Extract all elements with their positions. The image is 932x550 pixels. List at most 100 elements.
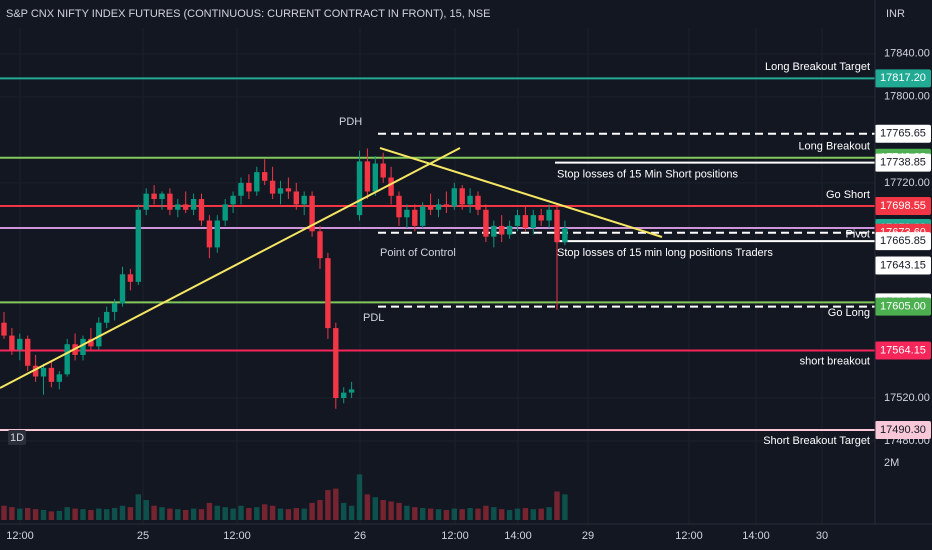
- price-box-label: 17490.30: [880, 424, 926, 436]
- candle-body: [317, 231, 323, 259]
- y-tick-label: 17720.00: [884, 177, 930, 189]
- candle-body: [80, 338, 86, 355]
- level-name: Long Breakout Target: [765, 61, 870, 73]
- candle-body: [135, 209, 141, 282]
- volume-tick-label: 2M: [884, 457, 899, 469]
- candle-body: [491, 225, 497, 237]
- volume-bar: [562, 494, 568, 520]
- candle-body: [183, 204, 189, 210]
- candle-body: [175, 204, 181, 210]
- price-box-label: 17665.85: [880, 235, 926, 247]
- candle-body: [25, 338, 31, 366]
- volume-bar: [364, 494, 371, 520]
- price-box: [875, 256, 931, 275]
- candle-body: [506, 225, 513, 235]
- price-box: [875, 124, 931, 143]
- volume-bar: [388, 501, 394, 520]
- level-name: Long Breakout: [798, 141, 870, 153]
- candle-body: [198, 199, 205, 221]
- volume-bar: [104, 509, 110, 520]
- volume-bar: [341, 502, 347, 520]
- candle-body: [538, 215, 544, 221]
- volume-bar: [317, 500, 323, 520]
- grid: [0, 28, 875, 524]
- interval-badge[interactable]: [8, 430, 26, 445]
- candle-body: [1, 322, 7, 336]
- volume-bar: [435, 509, 442, 520]
- volume-bar: [356, 474, 363, 520]
- volume-bar: [25, 508, 31, 520]
- candle-body: [238, 182, 244, 196]
- price-box-label: 17765.65: [880, 128, 926, 140]
- level-name: Go Long: [828, 307, 870, 319]
- level-name: Go Short: [826, 189, 870, 201]
- volume-bar: [143, 500, 149, 520]
- candle-body: [333, 328, 339, 398]
- volume-bar: [333, 488, 339, 520]
- price-box-label: 17605.00: [880, 300, 926, 312]
- volume-bar: [254, 507, 260, 520]
- candle-body: [467, 195, 473, 205]
- volume-bar: [348, 505, 355, 520]
- x-tick-label: 26: [354, 530, 366, 542]
- volume-bar: [491, 507, 497, 520]
- annotation: Point of Control: [380, 247, 456, 259]
- candle-body: [48, 367, 55, 382]
- level-labels: 17840.0017800.0017720.0017520.0017480.00…: [557, 48, 931, 469]
- volume-bar: [175, 509, 181, 520]
- volume-bar: [404, 505, 410, 520]
- volume-bar: [467, 508, 473, 520]
- trendline: [379, 147, 663, 238]
- candle-body: [372, 163, 378, 192]
- volume-bar: [546, 507, 552, 520]
- volume-bar: [88, 510, 94, 520]
- candle-body: [254, 172, 260, 192]
- candle-body: [451, 188, 457, 207]
- candle-body: [9, 335, 15, 350]
- volume-bar: [17, 508, 23, 520]
- volume-bar: [538, 508, 544, 520]
- volume-bar: [96, 508, 102, 520]
- candle-body: [167, 193, 173, 210]
- volume-bar: [111, 508, 118, 520]
- volume-bar: [262, 504, 268, 520]
- price-box-label: 17738.85: [880, 157, 926, 169]
- candle-body: [554, 209, 560, 243]
- y-tick-label: 17520.00: [884, 392, 930, 404]
- volume-bar: [277, 508, 284, 520]
- volume-bar: [451, 508, 457, 520]
- interval-badge-label: 1D: [10, 432, 24, 444]
- volume-bar: [167, 508, 173, 520]
- price-box-label: 17564.15: [880, 344, 926, 356]
- candle-body: [435, 204, 442, 210]
- candle-body: [190, 199, 197, 210]
- trendline: [0, 147, 461, 389]
- volume-bar: [412, 507, 418, 520]
- volume-bar: [427, 508, 434, 520]
- x-tick-label: 14:00: [504, 530, 532, 542]
- candle-body: [475, 195, 481, 210]
- time-axis: 12:00 25 12:00 26 12:00 14:00 29 12:00 14:00 30: [6, 530, 828, 542]
- candle-body: [388, 177, 394, 196]
- candle-body: [32, 365, 39, 377]
- volume-bar: [443, 510, 450, 520]
- candle-body: [269, 180, 276, 194]
- level-name: Stop losses of 15 min long positions Tra…: [557, 247, 773, 259]
- volume-bar: [380, 500, 386, 520]
- volume-bar: [522, 508, 529, 520]
- candle-body: [222, 204, 228, 221]
- volume-bar: [119, 505, 126, 520]
- candle-body: [412, 209, 418, 226]
- volume-bar: [372, 497, 378, 520]
- candle-body: [143, 193, 149, 210]
- volume-bar: [396, 502, 402, 520]
- candle-body: [325, 258, 331, 329]
- candle-body: [483, 209, 489, 237]
- volume-bar: [198, 509, 205, 520]
- volume-bar: [285, 509, 292, 520]
- volume-bar: [222, 507, 228, 520]
- candle-body: [356, 161, 363, 216]
- candle-body: [40, 367, 47, 377]
